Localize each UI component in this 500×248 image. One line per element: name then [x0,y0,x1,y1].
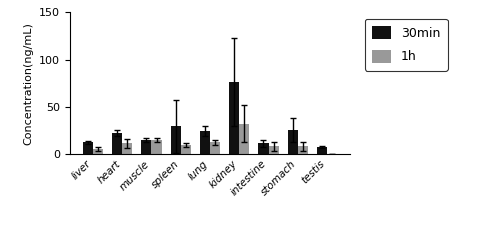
Bar [93,149,103,154]
Bar [152,140,162,154]
Bar [288,130,298,154]
Bar [317,147,327,154]
Y-axis label: Concentration(ng/mL): Concentration(ng/mL) [24,22,34,145]
Bar [240,124,250,154]
Bar [170,126,180,154]
Legend: 30min, 1h: 30min, 1h [364,19,448,71]
Bar [258,143,268,154]
Bar [200,131,210,154]
Bar [298,146,308,154]
Bar [122,143,132,154]
Bar [112,133,122,154]
Bar [229,82,239,154]
Bar [82,142,93,154]
Bar [210,142,220,154]
Bar [180,145,191,154]
Bar [268,146,279,154]
Bar [141,140,152,154]
